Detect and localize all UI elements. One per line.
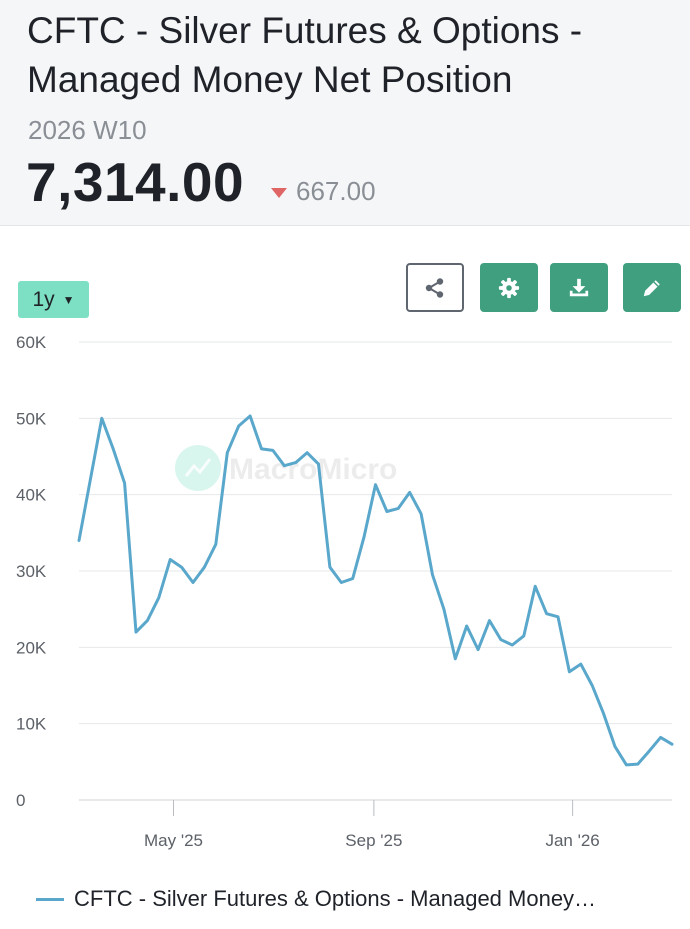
share-button[interactable] — [406, 263, 464, 312]
y-tick-label: 0 — [16, 791, 25, 810]
period-label: 2026 W10 — [28, 115, 147, 145]
y-tick-label: 20K — [16, 638, 47, 657]
y-axis: 0 10K 20K 30K 40K 50K 60K — [16, 333, 47, 810]
latest-value: 7,314.00 — [26, 151, 245, 213]
settings-button[interactable] — [480, 263, 538, 312]
y-tick-label: 50K — [16, 409, 47, 428]
download-icon — [569, 278, 589, 296]
range-selector[interactable]: 1y ▼ — [18, 281, 89, 318]
range-label: 1y — [32, 287, 55, 311]
legend-label: CFTC - Silver Futures & Options - Manage… — [74, 886, 597, 911]
y-tick-label: 30K — [16, 562, 47, 581]
grid — [79, 341, 672, 801]
caret-down-icon: ▼ — [62, 292, 75, 307]
pencil-icon — [643, 279, 660, 296]
change-indicator: 667.00 — [271, 176, 376, 207]
header: CFTC - Silver Futures & Options - Manage… — [0, 0, 690, 226]
series — [77, 414, 674, 767]
watermark-logo-mark — [184, 458, 212, 477]
watermark: MacroMicro — [175, 445, 397, 491]
share-icon — [425, 277, 444, 298]
page-title: CFTC - Silver Futures & Options - Manage… — [27, 10, 583, 100]
line-chart: 0 10K 20K 30K 40K 50K 60K May '25 Sep '25 Jan '2… — [16, 333, 674, 850]
edit-button[interactable] — [623, 263, 681, 312]
legend-swatch — [36, 897, 64, 901]
down-triangle-icon — [271, 188, 287, 198]
x-tick-label: Jan '26 — [545, 831, 599, 850]
download-button[interactable] — [550, 263, 608, 312]
y-tick-label: 60K — [16, 333, 47, 352]
x-axis: May '25 Sep '25 Jan '26 — [144, 800, 600, 850]
legend[interactable]: CFTC - Silver Futures & Options - Manage… — [36, 886, 596, 912]
gear-icon — [498, 277, 520, 298]
y-tick-label: 40K — [16, 486, 47, 505]
y-tick-label: 10K — [16, 715, 47, 734]
x-tick-label: Sep '25 — [345, 831, 402, 850]
series-line — [77, 414, 674, 767]
x-tick-label: May '25 — [144, 831, 203, 850]
change-value: 667.00 — [296, 176, 376, 206]
